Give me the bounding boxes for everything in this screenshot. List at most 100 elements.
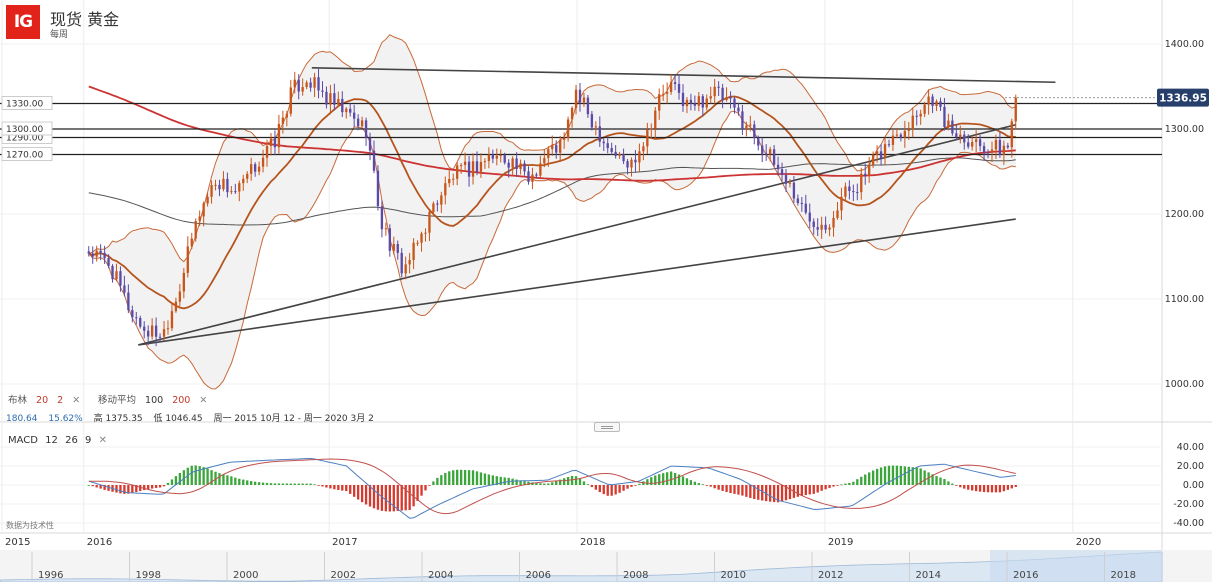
candle-body — [166, 328, 170, 330]
candle-body — [325, 91, 328, 105]
bollinger-middle-line — [88, 95, 1016, 310]
macd-y-tick-label: -20.00 — [1173, 499, 1204, 510]
candle-body — [939, 101, 942, 107]
candle-body — [547, 149, 550, 158]
macd-remove-icon[interactable]: ✕ — [98, 435, 107, 446]
candle-body — [226, 178, 229, 193]
macd-legend[interactable]: MACD 12 26 9 ✕ — [8, 435, 107, 446]
macd-histogram-bar — [895, 465, 899, 485]
macd-histogram-bar — [927, 472, 930, 485]
navigator-year-2000: 2000 — [233, 570, 258, 581]
macd-histogram-bar — [673, 472, 677, 485]
macd-histogram-bar — [935, 476, 938, 485]
macd-histogram-bar — [162, 485, 166, 487]
macd-histogram-bar — [337, 485, 340, 490]
candle-body — [147, 330, 150, 337]
candle-body — [115, 271, 118, 280]
candle-body — [978, 139, 982, 147]
candle-body — [301, 87, 304, 92]
candle-body — [380, 206, 384, 230]
candle-body — [432, 203, 435, 213]
macd-histogram-bar — [380, 485, 384, 511]
candle-body — [444, 183, 447, 196]
candle-body — [590, 114, 594, 128]
y-tick-label: 1300.00 — [1165, 124, 1204, 135]
macd-histogram-bar — [788, 485, 792, 500]
navigator-year-2016: 2016 — [1013, 570, 1038, 581]
navigator-selection — [990, 550, 1162, 582]
candle-body — [931, 96, 934, 106]
stat-value-2: 15.62% — [48, 414, 83, 424]
macd-histogram-bar — [166, 482, 170, 485]
macd-histogram-bar — [289, 483, 292, 485]
candle-body — [935, 101, 938, 106]
candle-body — [721, 87, 724, 101]
candle-body — [388, 228, 391, 251]
macd-histogram-bar — [515, 479, 518, 485]
candle-body — [776, 164, 780, 170]
candle-body — [665, 92, 669, 94]
macd-histogram-bar — [919, 468, 922, 485]
stat-high: 高 1375.35 — [93, 414, 143, 424]
macd-y-tick-label: -40.00 — [1173, 518, 1204, 529]
macd-histogram-bar — [630, 485, 633, 487]
candle-body — [1010, 121, 1013, 148]
candle-body — [507, 162, 510, 168]
candle-body — [210, 185, 213, 197]
candle-body — [927, 96, 930, 105]
candle-body — [360, 120, 364, 127]
ma-legend[interactable]: 移动平均 100 200 ✕ — [98, 392, 207, 406]
candle-body — [309, 82, 312, 88]
candle-body — [257, 166, 261, 172]
candle-body — [804, 203, 807, 213]
candle-body — [606, 143, 609, 149]
candle-body — [436, 203, 439, 205]
candle-body — [321, 90, 324, 92]
macd-histogram-bar — [269, 483, 273, 485]
macd-histogram-bar — [467, 470, 471, 485]
candle-body — [150, 325, 154, 337]
candle-body — [456, 165, 459, 179]
macd-histogram-bar — [677, 474, 681, 485]
candle-body — [669, 82, 673, 93]
candle-body — [638, 151, 641, 163]
ma-remove-icon[interactable]: ✕ — [199, 395, 208, 406]
candle-body — [919, 113, 922, 117]
macd-histogram-bar — [974, 485, 978, 492]
candle-body — [376, 170, 380, 207]
candle-body — [650, 128, 653, 130]
bollinger-remove-icon[interactable]: ✕ — [72, 395, 81, 406]
bollinger-legend[interactable]: 布林 20 2 ✕ — [8, 392, 80, 406]
macd-histogram-bar — [947, 481, 950, 485]
candle-body — [891, 135, 895, 145]
macd-histogram-bar — [555, 480, 558, 485]
candle-body — [955, 133, 958, 138]
candle-body — [551, 144, 554, 150]
macd-histogram-bar — [495, 476, 498, 485]
macd-histogram-bar — [309, 483, 312, 485]
candle-body — [341, 98, 344, 113]
macd-histogram-bar — [376, 485, 380, 510]
candle-body — [214, 184, 217, 186]
candle-body — [570, 107, 574, 120]
candle-body — [566, 119, 570, 138]
candle-body — [527, 171, 530, 182]
candle-body — [178, 291, 182, 302]
candle-body — [440, 195, 443, 205]
candle-body — [947, 120, 950, 128]
candle-body — [218, 184, 221, 190]
candle-body — [662, 93, 665, 95]
macd-histogram-bar — [741, 485, 744, 496]
macd-histogram-bar — [459, 469, 463, 485]
candle-body — [800, 202, 804, 204]
macd-histogram-bar — [297, 483, 300, 485]
candle-body — [559, 139, 562, 153]
pane-resize-handle[interactable] — [594, 422, 620, 432]
candle-body — [788, 182, 792, 184]
macd-histogram-bar — [412, 485, 415, 507]
candle-body — [269, 138, 273, 147]
macd-histogram-bar — [428, 485, 431, 486]
macd-histogram-bar — [87, 485, 90, 486]
macd-histogram-bar — [416, 485, 419, 501]
macd-histogram-bar — [658, 474, 661, 485]
